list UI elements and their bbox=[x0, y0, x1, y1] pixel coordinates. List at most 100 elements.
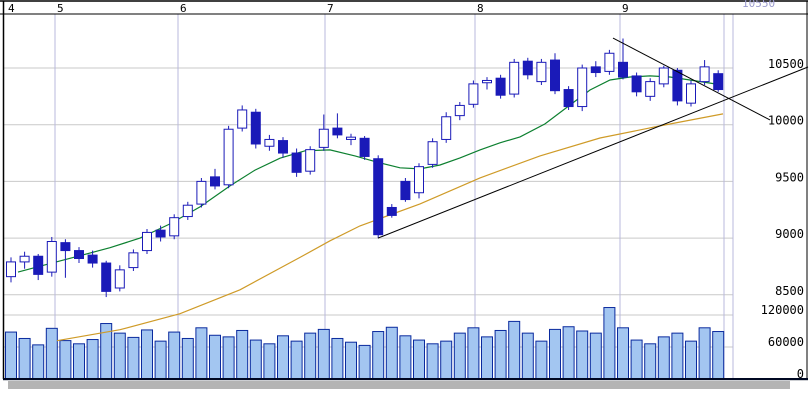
candle-body-up bbox=[305, 149, 316, 172]
candle-body-down bbox=[373, 158, 384, 236]
volume-bar bbox=[453, 332, 466, 380]
candle-body-up bbox=[658, 67, 669, 85]
candle-body-down bbox=[101, 262, 112, 292]
long-moving-average-line bbox=[56, 113, 724, 342]
volume-bar bbox=[576, 330, 589, 380]
volume-bar bbox=[413, 339, 425, 380]
volume-bar bbox=[372, 331, 385, 380]
candle-body-up bbox=[441, 116, 452, 140]
volume-bar bbox=[236, 329, 249, 380]
candle-body-up bbox=[264, 138, 275, 147]
candle-body-up bbox=[427, 141, 438, 165]
candle-body-up bbox=[142, 231, 152, 252]
candle-body-up bbox=[182, 204, 193, 218]
candle-body-down bbox=[495, 77, 506, 96]
volume-axis-label: 0 bbox=[797, 367, 804, 381]
candle-body-up bbox=[414, 166, 424, 194]
candle-body-up bbox=[577, 67, 588, 108]
candle-body-down bbox=[618, 61, 628, 78]
candle-body-down bbox=[563, 89, 574, 108]
candle-body-up bbox=[318, 128, 329, 148]
volume-bar bbox=[385, 326, 398, 380]
candle-body-down bbox=[87, 254, 98, 264]
volume-axis-label: 120000 bbox=[761, 303, 804, 317]
volume-bar bbox=[521, 332, 534, 380]
candle-body-down bbox=[522, 60, 533, 76]
volume-bar bbox=[127, 336, 140, 380]
volume-bar bbox=[399, 335, 412, 380]
candle-body-up bbox=[196, 180, 207, 205]
volume-bar bbox=[249, 339, 262, 380]
volume-bar bbox=[630, 339, 643, 380]
volume-bar bbox=[86, 339, 99, 380]
volume-bar bbox=[617, 327, 629, 380]
volume-bar bbox=[685, 340, 697, 380]
frame-drop-shadow bbox=[8, 381, 790, 389]
volume-bar bbox=[5, 331, 17, 380]
candle-body-down bbox=[278, 140, 288, 154]
month-label: 5 bbox=[57, 2, 64, 15]
volume-bar bbox=[18, 337, 31, 380]
candle-body-up bbox=[346, 136, 356, 140]
candle-body-down bbox=[155, 229, 166, 238]
volume-bar bbox=[589, 332, 602, 380]
volume-bar bbox=[32, 344, 45, 380]
price-axis-label: 10500 bbox=[768, 57, 804, 71]
month-label: 9 bbox=[622, 2, 629, 15]
volume-bar bbox=[467, 327, 480, 380]
volume-bar bbox=[168, 331, 181, 380]
candle-body-up bbox=[604, 52, 615, 72]
candle-body-up bbox=[46, 241, 57, 273]
candle-body-up bbox=[114, 269, 125, 289]
volume-bar bbox=[603, 307, 616, 380]
volume-bar bbox=[263, 343, 276, 380]
volume-bar bbox=[73, 343, 85, 380]
price-axis-label: 9000 bbox=[775, 227, 804, 241]
descending-resistance-line bbox=[612, 37, 771, 121]
month-label: 7 bbox=[327, 2, 334, 15]
candle-body-down bbox=[60, 242, 71, 252]
candle-body-up bbox=[128, 252, 139, 269]
candle-body-down bbox=[74, 250, 84, 260]
volume-bar bbox=[277, 335, 289, 380]
candle-body-up bbox=[237, 109, 248, 129]
candle-body-down bbox=[291, 152, 302, 173]
candle-body-up bbox=[6, 261, 16, 278]
candle-body-down bbox=[33, 255, 44, 275]
volume-bar bbox=[562, 326, 575, 380]
volume-bar bbox=[698, 327, 711, 380]
candle-body-down bbox=[386, 206, 397, 216]
volume-bar bbox=[481, 336, 493, 380]
volume-bar bbox=[426, 343, 439, 380]
volume-bar bbox=[358, 344, 371, 380]
candle-body-up bbox=[509, 61, 520, 95]
short-moving-average-line bbox=[17, 75, 716, 273]
latest-price-label: 10550 bbox=[742, 0, 775, 10]
ascending-support-line bbox=[377, 66, 809, 239]
volume-bar bbox=[712, 331, 725, 380]
candle-body-up bbox=[223, 128, 234, 186]
volume-bar bbox=[209, 334, 221, 380]
candle-body-down bbox=[550, 59, 560, 92]
volume-bar bbox=[45, 327, 58, 380]
bottom-axis-line bbox=[3, 378, 808, 381]
volume-bar bbox=[671, 332, 684, 380]
volume-bar bbox=[644, 343, 657, 380]
volume-bar bbox=[59, 340, 72, 380]
volume-bar bbox=[195, 327, 208, 380]
volume-bar bbox=[154, 340, 167, 380]
volume-bar bbox=[535, 340, 548, 380]
price-axis-label: 9500 bbox=[775, 170, 804, 184]
volume-bar bbox=[304, 332, 317, 380]
candle-body-up bbox=[169, 217, 180, 237]
volume-bar bbox=[113, 332, 126, 380]
volume-bar bbox=[345, 341, 357, 380]
volume-bar bbox=[181, 337, 194, 380]
candle-body-down bbox=[332, 127, 343, 136]
price-axis-label: 10000 bbox=[768, 114, 804, 128]
candle-body-down bbox=[590, 66, 601, 74]
volume-bar bbox=[317, 328, 330, 380]
volume-bar bbox=[290, 340, 303, 380]
